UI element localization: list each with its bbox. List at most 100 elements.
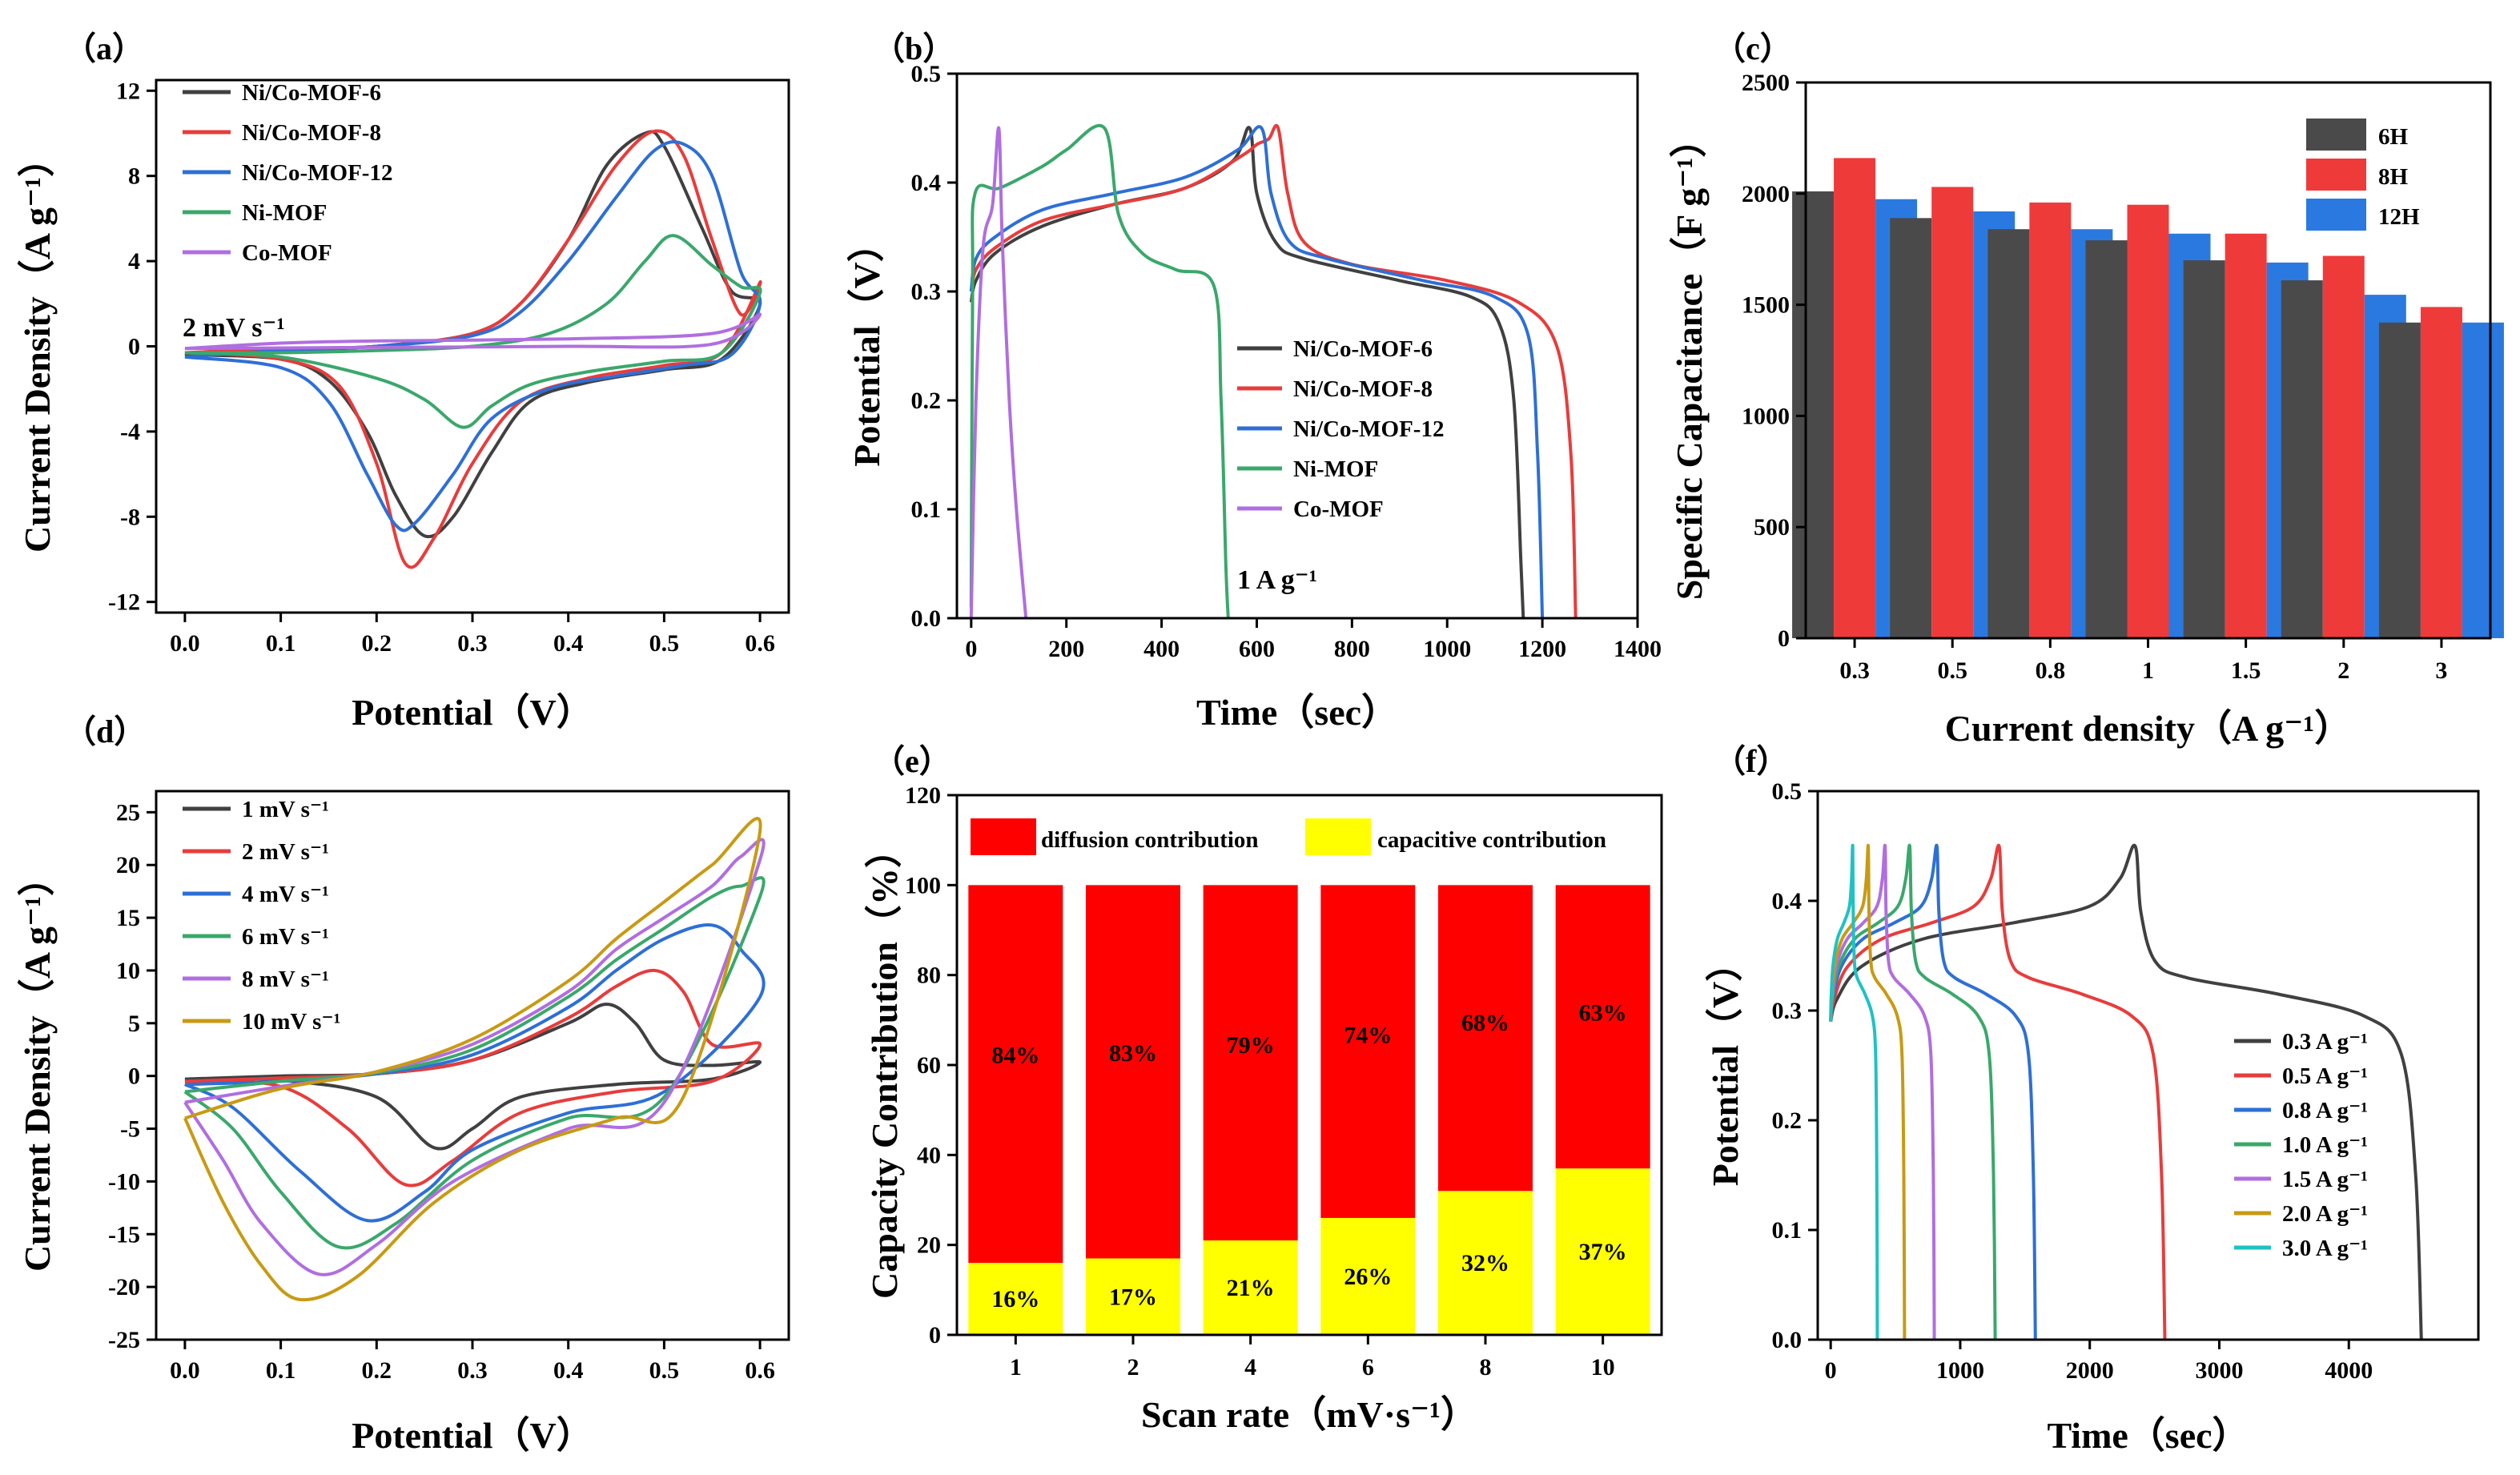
y-tick-label: 0.1 (911, 496, 942, 523)
panel-f: （f） 0.0 0.1 0.2 0.3 0.4 0.5 Potential（V） 0 1000 20… (1705, 743, 2480, 1456)
y-tick-label: -20 (108, 1274, 140, 1300)
x-tick-label: 0.5 (649, 630, 680, 657)
x-tick-label: 6 (1362, 1354, 1374, 1381)
legend-label: 8H (2378, 164, 2409, 190)
legend-label: Ni/Co-MOF-12 (1293, 416, 1444, 442)
y-tick-label: 0.0 (911, 605, 942, 632)
x-tick-label: 0.5 (1937, 657, 1967, 684)
x-tick-label: 0.1 (266, 1357, 296, 1384)
bar-data-label: 21% (1227, 1275, 1275, 1301)
y-tick-label: 0 (128, 334, 140, 360)
legend-label: 6H (2378, 124, 2409, 150)
x-tick-label: 4 (1244, 1354, 1256, 1381)
x-tick-label: 1 (1010, 1354, 1022, 1381)
y-tick-label: 2000 (1742, 181, 1790, 207)
y-tick-label: 0.1 (1772, 1217, 1803, 1244)
legend-label: Ni/Co-MOF-6 (242, 80, 381, 106)
y-tick-label: 8 (128, 163, 140, 190)
legend-label: 10 mV s⁻¹ (242, 1009, 340, 1035)
y-tick-label: 0.2 (1772, 1107, 1803, 1134)
y-tick-label: 0 (929, 1322, 941, 1348)
legend-label: 1.0 A g⁻¹ (2282, 1132, 2368, 1158)
series-line (969, 123, 1578, 618)
bar (1987, 229, 2030, 638)
legend-label: Ni/Co-MOF-8 (1293, 376, 1433, 402)
y-tick-label: 0.5 (1772, 778, 1803, 805)
y-tick-label: 12 (116, 78, 140, 104)
x-tick-label: 0.6 (745, 630, 775, 657)
legend-label: 0.8 A g⁻¹ (2282, 1098, 2368, 1123)
legend-label: capacitive contribution (1377, 827, 1606, 853)
panel-d: （d） -25 -20 -15 -10 -5 0 5 10 15 20 25 Current Densi… (17, 713, 790, 1456)
x-tick-label: 1400 (1614, 636, 1662, 662)
plot-frame (1816, 790, 2480, 1341)
y-tick-label: 40 (917, 1142, 941, 1168)
x-axis-label: Potential（V） (352, 1415, 593, 1456)
scan-rate-annotation: 2 mV s⁻¹ (183, 313, 285, 343)
series-line (969, 124, 1230, 618)
bar (2085, 240, 2128, 638)
series-line (1829, 843, 1879, 1340)
x-axis-label: Scan rate（mV·s⁻¹） (1141, 1394, 1477, 1435)
y-tick-label: 0.4 (1772, 888, 1803, 914)
x-tick-label: 800 (1334, 636, 1370, 662)
bar-data-label: 83% (1109, 1040, 1157, 1067)
series-line (1829, 843, 1907, 1340)
x-tick-label: 1 (2142, 657, 2154, 684)
y-tick-label: 1500 (1742, 292, 1790, 319)
x-tick-label: 200 (1048, 636, 1084, 662)
bar-data-label: 17% (1109, 1284, 1157, 1310)
x-tick-label: 2 (1127, 1354, 1139, 1381)
y-axis-label: Potential（V） (846, 225, 887, 467)
y-tick-label: -12 (108, 589, 140, 616)
bar (2225, 233, 2267, 638)
stacked-bar-segment (1086, 1258, 1180, 1335)
x-tick-label: 1.5 (2231, 657, 2261, 684)
y-tick-label: 0.3 (1772, 998, 1803, 1024)
bar-data-label: 26% (1344, 1264, 1392, 1290)
x-axis-label: Potential（V） (352, 692, 593, 733)
panel-label: （d） (64, 713, 146, 750)
bar (2462, 322, 2504, 638)
stacked-bar-segment (1086, 885, 1180, 1259)
y-tick-label: 0 (128, 1063, 140, 1090)
bar (2029, 202, 2072, 639)
x-tick-label: 0 (1825, 1357, 1837, 1384)
legend-label: Co-MOF (242, 240, 332, 266)
x-tick-label: 2 (2337, 657, 2349, 684)
y-axis-label: Current Density（A g⁻¹） (17, 859, 58, 1272)
x-tick-label: 0.4 (553, 1357, 584, 1384)
series-line (183, 876, 766, 1250)
x-tick-label: 1000 (1936, 1357, 1984, 1384)
legend-label: 1 mV s⁻¹ (242, 797, 329, 822)
x-tick-label: 1000 (1423, 636, 1471, 662)
y-tick-label: 25 (116, 799, 140, 826)
y-axis-label: Current Density（A g⁻¹） (17, 140, 58, 553)
x-tick-label: 0.3 (1839, 657, 1870, 684)
stacked-bar-segment (1203, 885, 1298, 1241)
x-tick-label: 3000 (2195, 1357, 2243, 1384)
x-tick-label: 0.6 (745, 1357, 775, 1384)
x-tick-label: 2000 (2066, 1357, 2114, 1384)
y-tick-label: 20 (917, 1232, 941, 1259)
y-tick-label: 60 (917, 1052, 941, 1079)
bar-data-label: 79% (1227, 1032, 1275, 1059)
bar-data-label: 32% (1461, 1250, 1509, 1276)
panel-label: （c） (1714, 30, 1792, 66)
bar (2127, 204, 2169, 638)
series-line (1829, 843, 1997, 1340)
x-tick-label: 0.2 (362, 630, 392, 657)
x-tick-label: 0.1 (266, 630, 296, 657)
bar-data-label: 68% (1461, 1010, 1509, 1036)
series-line (1829, 843, 1936, 1340)
y-tick-label: 4 (128, 248, 140, 275)
bar-data-label: 16% (991, 1286, 1039, 1312)
panel-b: （b） 0.0 0.1 0.2 0.3 0.4 0.5 Potential（V） 0 200 400… (846, 30, 1662, 733)
y-tick-label: 2500 (1742, 70, 1790, 96)
bar-data-label: 84% (991, 1043, 1039, 1069)
series-line (1829, 843, 2167, 1340)
y-tick-label: 0.2 (911, 388, 942, 414)
bar (2378, 322, 2421, 638)
y-tick-label: -8 (120, 504, 140, 530)
